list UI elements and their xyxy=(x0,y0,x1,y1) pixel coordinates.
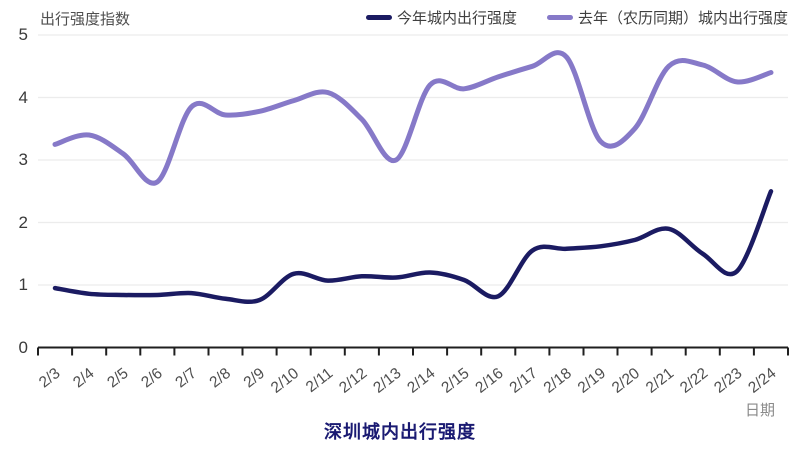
x-tick-label: 2/14 xyxy=(404,365,439,397)
this-year-line-swatch xyxy=(365,15,392,20)
last-year-line-swatch xyxy=(546,15,573,20)
x-tick-label: 2/6 xyxy=(138,365,165,392)
y-tick-label: 4 xyxy=(18,87,28,107)
x-tick-label: 2/12 xyxy=(336,365,370,397)
x-tick-label: 2/10 xyxy=(268,365,303,397)
this-year-line xyxy=(52,189,774,305)
plot-area: 2/3 2/4 2/5 2/6 2/7 2/8 2/9 2/10 2/11 2/12 2/13 2/1… xyxy=(36,34,789,397)
y-tick-label: 3 xyxy=(18,150,28,169)
x-tick-label: 2/20 xyxy=(609,365,644,397)
x-tick-label: 2/21 xyxy=(643,365,677,397)
x-tick-label: 2/18 xyxy=(541,365,575,397)
x-tick-label: 2/8 xyxy=(207,365,234,392)
x-tick-label: 2/13 xyxy=(370,365,404,397)
x-tick-label: 2/15 xyxy=(438,365,472,397)
x-tick-label: 2/19 xyxy=(575,365,609,397)
y-axis-title: 出行强度指数 xyxy=(40,11,131,28)
x-tick-label: 2/16 xyxy=(472,365,506,397)
legend-label-this-year: 今年城内出行强度 xyxy=(396,10,517,27)
x-tick-label: 2/17 xyxy=(507,365,541,397)
x-tick-label: 2/24 xyxy=(745,365,780,397)
chart-title: 深圳城内出行强度 xyxy=(324,422,476,442)
x-axis-title: 日期 xyxy=(744,402,775,419)
x-tick-label: 2/11 xyxy=(303,365,336,396)
x-tick-label: 2/4 xyxy=(70,365,98,392)
x-tick-label: 2/5 xyxy=(104,365,131,392)
y-tick-label: 5 xyxy=(18,25,28,44)
x-tick-label: 2/3 xyxy=(36,365,63,392)
y-tick-label: 1 xyxy=(18,275,28,294)
y-axis-tick-labels: 0 1 2 3 4 5 xyxy=(0,0,34,450)
legend-item-last-year: 去年（农历同期）城内出行强度 xyxy=(546,7,788,28)
legend: 今年城内出行强度 去年（农历同期）城内出行强度 xyxy=(365,7,788,28)
y-tick-label: 2 xyxy=(18,212,28,232)
x-tick-label: 2/22 xyxy=(677,365,711,397)
legend-item-this-year: 今年城内出行强度 xyxy=(365,7,517,28)
x-tick-label: 2/9 xyxy=(241,365,268,392)
y-tick-label: 0 xyxy=(18,337,28,357)
x-tick-label: 2/7 xyxy=(172,365,199,392)
legend-label-last-year: 去年（农历同期）城内出行强度 xyxy=(577,10,788,27)
x-tick-label: 2/23 xyxy=(711,365,745,397)
last-year-line xyxy=(52,50,774,186)
